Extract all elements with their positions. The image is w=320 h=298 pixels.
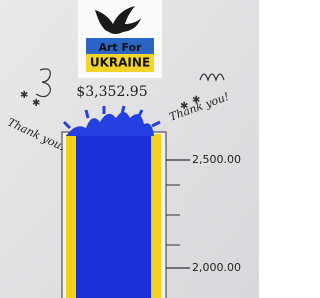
yellow-strip bbox=[151, 134, 161, 298]
fill bbox=[76, 134, 151, 298]
yellow-strip bbox=[66, 134, 76, 298]
poster: Art For UKRAINE ✱ ✱ ✱ ✱ $3,352.95 Thank … bbox=[0, 0, 259, 298]
scale-label: 2,000.00 bbox=[192, 261, 241, 274]
scale-label: 2,500.00 bbox=[192, 153, 241, 166]
amount: $3,352.95 bbox=[76, 84, 147, 100]
sign-line2: UKRAINE bbox=[90, 56, 150, 70]
star: ✱ bbox=[32, 98, 40, 109]
star: ✱ bbox=[20, 90, 28, 101]
sign-line1: Art For bbox=[98, 41, 142, 54]
